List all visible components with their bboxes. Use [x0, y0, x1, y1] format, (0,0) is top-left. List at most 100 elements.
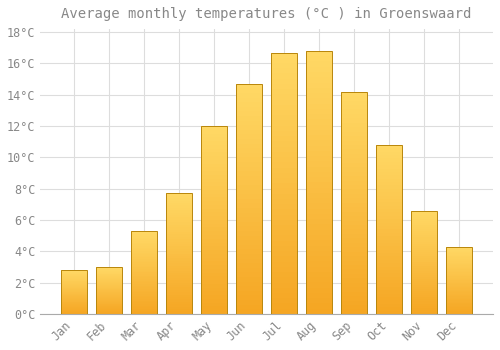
Bar	[411, 244, 438, 246]
Bar	[376, 243, 402, 246]
Bar	[61, 282, 87, 283]
Bar	[61, 270, 87, 314]
Bar	[341, 220, 367, 225]
Bar	[306, 146, 332, 151]
Bar	[96, 309, 122, 310]
Bar	[236, 300, 262, 305]
Bar	[446, 296, 472, 298]
Bar	[61, 299, 87, 300]
Bar	[306, 130, 332, 135]
Bar	[341, 149, 367, 154]
Bar	[376, 310, 402, 314]
Bar	[61, 312, 87, 313]
Bar	[96, 290, 122, 291]
Bar	[166, 194, 192, 314]
Bar	[446, 298, 472, 299]
Bar	[96, 289, 122, 290]
Bar	[306, 125, 332, 130]
Bar	[131, 274, 157, 276]
Bar	[201, 239, 228, 243]
Bar	[411, 283, 438, 285]
Bar	[341, 92, 367, 96]
Bar	[201, 205, 228, 209]
Bar	[166, 230, 192, 232]
Bar	[306, 77, 332, 83]
Bar	[271, 99, 297, 105]
Bar	[341, 203, 367, 207]
Bar	[411, 229, 438, 231]
Bar	[131, 254, 157, 256]
Bar	[271, 141, 297, 147]
Bar	[96, 311, 122, 312]
Bar	[411, 308, 438, 310]
Bar	[341, 207, 367, 212]
Bar	[201, 145, 228, 149]
Bar	[271, 52, 297, 58]
Bar	[411, 250, 438, 252]
Bar	[411, 215, 438, 217]
Bar	[236, 199, 262, 203]
Bar	[271, 63, 297, 68]
Bar	[201, 310, 228, 314]
Bar	[166, 244, 192, 246]
Bar	[166, 273, 192, 275]
Bar	[61, 303, 87, 304]
Bar	[306, 56, 332, 62]
Bar	[446, 283, 472, 284]
Bar	[131, 244, 157, 246]
Bar	[61, 272, 87, 273]
Bar	[271, 178, 297, 183]
Bar	[61, 285, 87, 286]
Bar	[166, 217, 192, 220]
Bar	[131, 271, 157, 272]
Bar	[236, 84, 262, 89]
Bar	[341, 105, 367, 110]
Bar	[411, 266, 438, 268]
Bar	[166, 295, 192, 297]
Bar	[306, 119, 332, 125]
Bar	[131, 241, 157, 243]
Bar	[376, 297, 402, 300]
Bar	[411, 248, 438, 250]
Bar	[61, 310, 87, 311]
Bar	[236, 107, 262, 111]
Bar	[341, 256, 367, 260]
Bar	[306, 230, 332, 235]
Bar	[166, 198, 192, 201]
Bar	[166, 300, 192, 302]
Bar	[166, 241, 192, 244]
Bar	[96, 295, 122, 296]
Bar	[236, 268, 262, 273]
Bar	[131, 264, 157, 266]
Bar	[376, 246, 402, 250]
Bar	[96, 282, 122, 283]
Bar	[61, 298, 87, 299]
Bar	[306, 156, 332, 161]
Bar	[201, 243, 228, 246]
Bar	[376, 267, 402, 270]
Bar	[446, 303, 472, 304]
Bar	[446, 288, 472, 290]
Bar	[446, 264, 472, 265]
Bar	[236, 176, 262, 181]
Bar	[236, 102, 262, 107]
Bar	[166, 237, 192, 239]
Bar	[201, 269, 228, 273]
Bar	[96, 306, 122, 307]
Bar	[376, 199, 402, 202]
Bar	[61, 309, 87, 310]
Bar	[341, 198, 367, 203]
Bar	[236, 98, 262, 102]
Bar	[306, 167, 332, 172]
Bar	[306, 246, 332, 251]
Bar	[166, 232, 192, 234]
Bar	[131, 236, 157, 238]
Bar	[411, 289, 438, 291]
Bar	[341, 283, 367, 287]
Bar	[306, 161, 332, 167]
Bar	[166, 225, 192, 227]
Bar	[271, 246, 297, 251]
Bar	[446, 306, 472, 307]
Bar	[446, 304, 472, 306]
Bar	[131, 231, 157, 233]
